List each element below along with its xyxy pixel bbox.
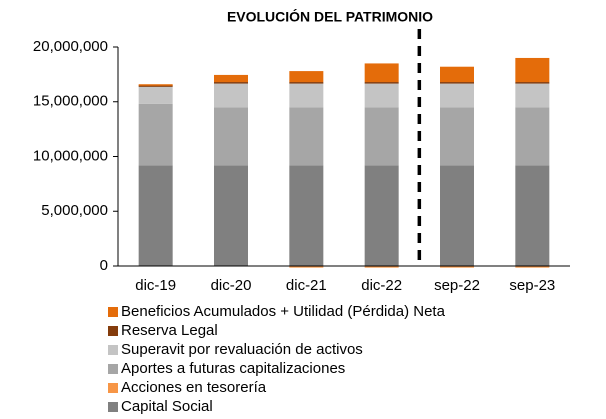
bar-segment [289,82,324,84]
bar-segment [289,107,324,166]
x-tick-label: dic-20 [211,277,252,294]
x-tick-label: sep-23 [509,277,555,294]
y-tick-label: 15,000,000 [33,93,108,110]
legend-label: Superavit por revaluación de activos [121,341,363,358]
legend-swatch [108,326,118,336]
bar-segment [515,83,550,108]
bar-segment [440,66,474,83]
legend-swatch [108,402,118,412]
bar-segment [138,85,173,87]
bar-segment [515,57,550,83]
bar-segment [515,107,550,166]
bar-segment [364,107,399,166]
bar-segment [515,165,550,266]
bar-segment [364,165,399,266]
legend-label: Reserva Legal [121,322,218,339]
legend-label: Beneficios Acumulados + Utilidad (Pérdid… [121,303,446,320]
bar-segment [515,266,550,268]
y-tick-label: 5,000,000 [41,202,108,219]
bar-segment [440,107,474,166]
bar-segment [515,82,550,84]
bar-segment [214,74,248,83]
bar-segment [289,71,324,83]
y-tick-label: 0 [100,257,108,274]
x-tick-label: dic-19 [135,277,176,294]
bar-segment [364,83,399,108]
bar-segment [289,83,324,108]
bar-segment [214,165,248,266]
legend-swatch [108,364,118,374]
bar-segment [214,83,248,108]
x-tick-label: dic-21 [286,277,327,294]
y-tick-label: 10,000,000 [33,147,108,164]
bar-segment [440,165,474,266]
bar-segment [138,165,173,266]
x-tick-label: dic-22 [361,277,402,294]
legend-swatch [108,345,118,355]
legend-swatch [108,383,118,393]
bar-segment [440,82,474,84]
y-tick-label: 20,000,000 [33,38,108,55]
bar-segment [364,266,399,268]
chart-title: EVOLUCIÓN DEL PATRIMONIO [227,8,433,25]
bar-segment [364,63,399,83]
bar-segment [214,107,248,166]
legend-label: Aportes a futuras capitalizaciones [121,360,345,377]
x-tick-label: sep-22 [434,277,480,294]
bar-segment [289,266,324,268]
bar-segment [214,82,248,84]
bar-segment [440,266,474,268]
bar-segment [364,82,399,84]
legend-label: Acciones en tesorería [121,379,267,396]
bar-segment [289,165,324,266]
bar-segment [138,84,173,86]
legend-swatch [108,307,118,317]
bar-segment [138,103,173,166]
legend-label: Capital Social [121,398,213,415]
bar-segment [138,86,173,104]
bar-segment [440,83,474,108]
